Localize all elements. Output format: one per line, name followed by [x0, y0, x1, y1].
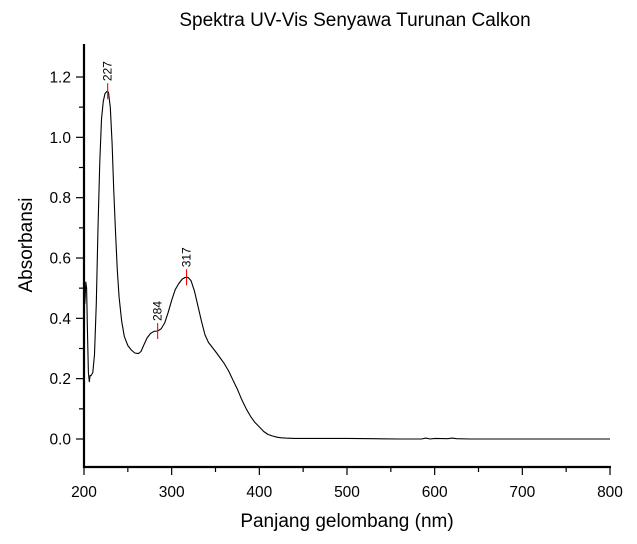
peak-label: 317	[180, 247, 194, 267]
y-tick-label: 0.6	[49, 251, 71, 268]
peak-label: 284	[151, 301, 165, 321]
chart-title: Spektra UV-Vis Senyawa Turunan Calkon	[179, 10, 530, 31]
x-tick-label: 200	[71, 484, 97, 501]
y-tick-label: 0.2	[49, 371, 71, 388]
x-axis-ticks: 200 300 400 500 600 700 800	[71, 467, 623, 501]
x-axis-label: Panjang gelombang (nm)	[240, 511, 453, 532]
y-tick-label: 0.4	[49, 311, 71, 328]
peak-label: 227	[101, 61, 115, 81]
x-tick-label: 600	[422, 484, 448, 501]
x-tick-label: 300	[159, 484, 185, 501]
y-tick-label: 0.0	[49, 432, 71, 449]
x-tick-label: 500	[334, 484, 360, 501]
y-axis-label: Absorbansi	[16, 197, 37, 292]
x-tick-label: 700	[509, 484, 535, 501]
x-tick-label: 400	[246, 484, 272, 501]
plot-area: 227 284 317	[83, 61, 610, 440]
y-tick-label: 1.0	[49, 130, 71, 147]
y-tick-label: 0.8	[49, 190, 71, 207]
y-tick-label: 1.2	[49, 70, 71, 87]
y-axis-ticks: 0.0 0.2 0.4 0.6 0.8 1.0 1.2	[49, 70, 84, 449]
peak-annotations: 227 284 317	[101, 61, 194, 340]
axes: 200 300 400 500 600 700 800 0.0 0.2 0.4 0.6 0.8 1.0…	[49, 44, 623, 501]
x-tick-label: 800	[597, 484, 623, 501]
spectrum-line	[83, 90, 610, 440]
spectrum-path	[83, 90, 610, 440]
